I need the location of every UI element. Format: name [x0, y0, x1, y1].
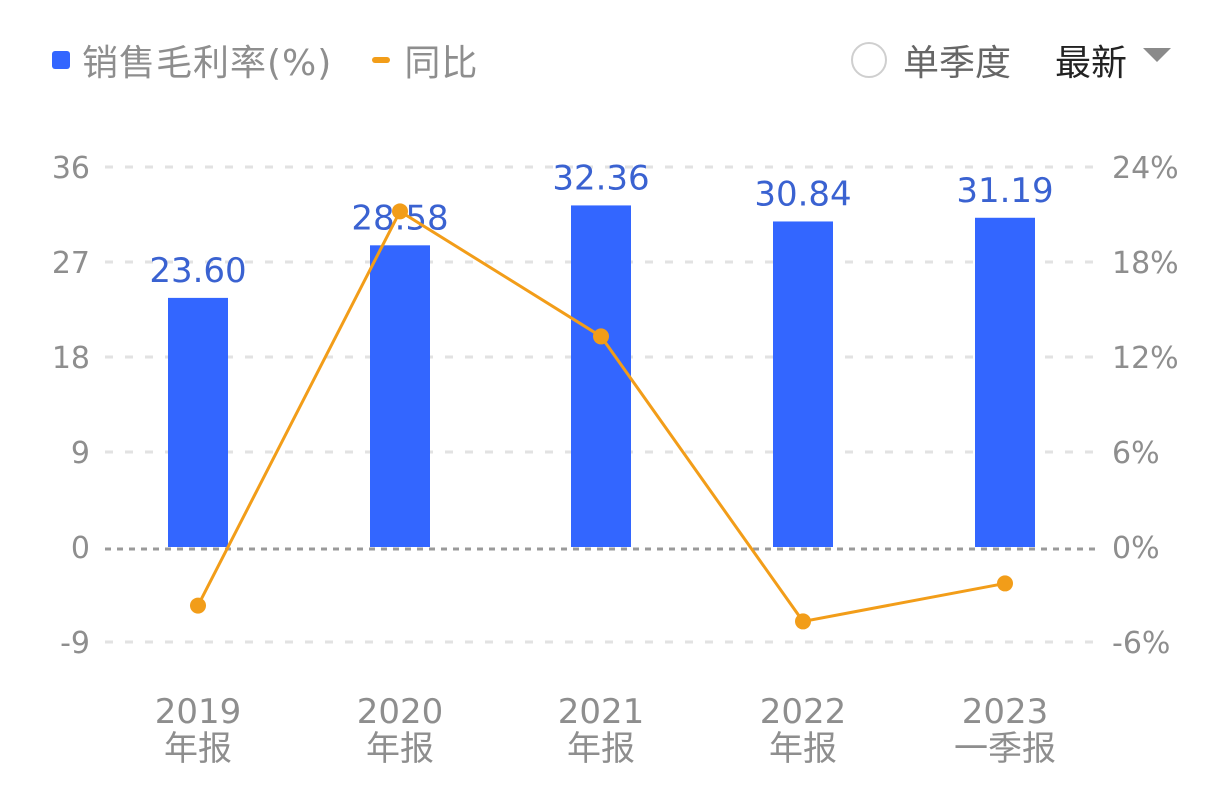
left-tick-label: -9: [60, 626, 90, 661]
bar[interactable]: [773, 221, 833, 547]
caret-down-icon: [1143, 48, 1171, 62]
legend-item-gross-margin[interactable]: 销售毛利率(%): [52, 34, 332, 86]
category-period-label: 年报: [769, 729, 837, 769]
category-year-label: 2022: [760, 692, 847, 732]
right-tick-label: 12%: [1112, 341, 1179, 376]
right-tick-label: 24%: [1112, 151, 1179, 186]
line-swatch-icon: [372, 57, 391, 63]
category-year-label: 2019: [155, 692, 242, 732]
bar-value-label: 23.60: [149, 251, 246, 291]
bar[interactable]: [370, 245, 430, 548]
right-tick-label: 6%: [1112, 436, 1160, 471]
category-year-label: 2023: [962, 692, 1049, 732]
yoy-line-series: [190, 203, 1013, 630]
yoy-point[interactable]: [795, 613, 811, 630]
legend-item-yoy[interactable]: 同比: [372, 34, 478, 86]
bar-value-label: 30.84: [754, 174, 851, 214]
yoy-point[interactable]: [392, 203, 408, 220]
bar[interactable]: [571, 205, 631, 547]
bar[interactable]: [975, 217, 1035, 547]
right-tick-label: 18%: [1112, 246, 1179, 281]
left-axis: -9 0 9 18 27 36: [52, 151, 90, 661]
single-quarter-radio[interactable]: [850, 42, 887, 78]
category-period-label: 年报: [366, 729, 434, 769]
bar-value-label: 32.36: [552, 158, 649, 198]
legend-label: 同比: [404, 43, 479, 84]
category-year-label: 2020: [357, 692, 444, 732]
category-period-label: 一季报: [954, 729, 1056, 769]
bar-swatch-icon: [52, 51, 70, 69]
right-tick-label: 0%: [1112, 531, 1160, 566]
category-period-label: 年报: [164, 729, 232, 769]
period-dropdown[interactable]: 最新: [1055, 34, 1171, 86]
left-tick-label: 36: [52, 151, 90, 186]
period-dropdown-label: 最新: [1054, 43, 1127, 84]
bar-series: [168, 205, 1035, 548]
chart-legend: 销售毛利率(%) 同比: [52, 36, 518, 84]
grid-lines: [105, 165, 1095, 644]
right-axis: -6% 0% 6% 12% 18% 24%: [1112, 151, 1179, 661]
chart-controls: 单季度 最新: [850, 34, 1171, 86]
left-tick-label: 0: [71, 531, 90, 566]
legend-label: 销售毛利率(%): [82, 43, 333, 84]
category-period-label: 年报: [567, 729, 635, 769]
left-tick-label: 9: [71, 436, 90, 471]
right-tick-label: -6%: [1112, 626, 1170, 661]
single-quarter-label[interactable]: 单季度: [902, 43, 1011, 84]
yoy-point[interactable]: [593, 328, 609, 345]
yoy-point[interactable]: [190, 597, 206, 614]
left-tick-label: 18: [52, 341, 90, 376]
category-year-label: 2021: [558, 692, 645, 732]
left-tick-label: 27: [52, 246, 90, 281]
bar-value-label: 31.19: [956, 171, 1053, 211]
yoy-point[interactable]: [997, 575, 1013, 592]
bar[interactable]: [168, 297, 228, 547]
